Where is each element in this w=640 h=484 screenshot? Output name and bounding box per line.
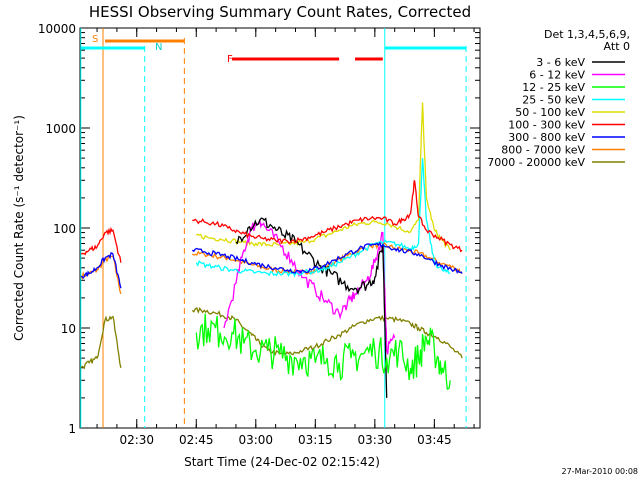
x-tick-label: 02:45 [179,433,214,447]
legend-label: 300 - 800 keV [508,131,585,144]
flare-label: F [227,54,233,65]
y-tick-label: 10000 [38,22,76,36]
x-tick-label: 03:15 [298,433,333,447]
series-line-3 [195,158,451,278]
plot-layer: 1 10 100 1000 10000 02:30 02:45 03:00 03:15 03:30… [38,22,625,447]
series-line-8 [80,306,463,370]
x-tick-label: 03:30 [358,433,393,447]
x-tick-label: 03:45 [417,433,452,447]
legend-label: 12 - 25 keV [522,81,585,94]
x-tick-label: 03:00 [238,433,273,447]
legend-label: 50 - 100 keV [515,106,585,119]
y-axis-label: Corrected Count Rate (s⁻¹ detector⁻¹) [12,115,26,341]
series-line-2 [195,313,451,391]
chart-title: HESSI Observing Summary Count Rates, Cor… [89,3,471,21]
series-line-4 [195,102,451,251]
y-tick-label: 1 [68,422,76,436]
legend-label: 25 - 50 keV [522,94,585,107]
saa-label: S [92,34,98,45]
legend-label: 3 - 6 keV [536,56,585,69]
legend-header-1: Det 1,3,4,5,6,9, [544,28,630,41]
y-tick-label: 100 [53,222,76,236]
legend-label: 100 - 300 keV [508,119,585,132]
x-axis-label: Start Time (24-Dec-02 02:15:42) [184,455,380,469]
legend-header-2: Att 0 [604,40,630,53]
series-line-6 [80,241,463,289]
x-tick-label: 02:30 [119,433,154,447]
y-tick-label: 10 [61,322,76,336]
legend-label: 7000 - 20000 keV [487,156,585,169]
y-tick-label: 1000 [45,122,76,136]
series-line-5 [80,180,463,263]
timestamp: 27-Mar-2010 00:08 [562,467,639,476]
legend-label: 800 - 7000 keV [501,144,585,157]
legend-label: 6 - 12 keV [529,69,585,82]
series-line-0 [235,217,388,398]
night-label: N [155,42,162,53]
